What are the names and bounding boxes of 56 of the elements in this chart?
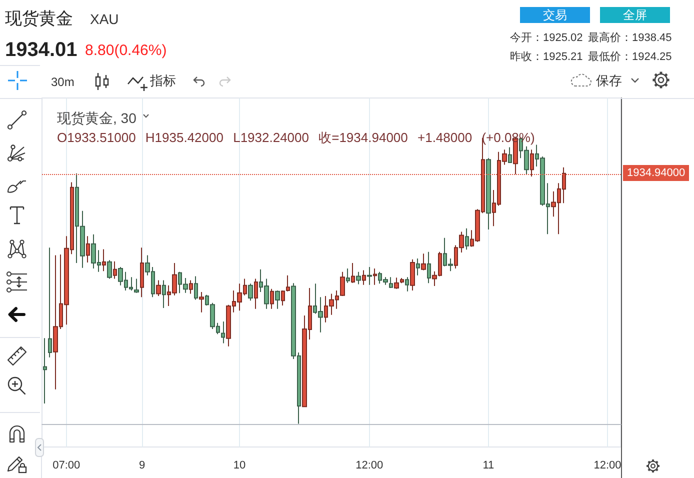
chart-subtitle: XAU (90, 11, 119, 27)
candlestick (270, 288, 274, 310)
x-tick-label: 11 (482, 460, 494, 472)
candlestick (389, 276, 393, 288)
candlestick (107, 260, 112, 280)
candlestick (43, 338, 47, 404)
x-tick-label: 12:00 (356, 460, 384, 472)
text: 最低价：1924.25 (588, 51, 672, 63)
text: 30m (51, 75, 74, 89)
text: 指标 (150, 73, 176, 88)
text: 1934.01 (5, 39, 78, 61)
x-tick-label: 9 (139, 460, 146, 472)
candlestick (346, 268, 350, 284)
candlestick (400, 277, 404, 284)
candlestick (140, 247, 144, 298)
button: 交易 (520, 7, 590, 23)
candlestick (189, 280, 193, 294)
candlestick (465, 228, 469, 250)
text: 现货黄金, 30 (57, 110, 136, 126)
candlestick (486, 158, 491, 230)
candlestick (410, 258, 415, 292)
candlestick (86, 236, 90, 263)
candlestick (275, 290, 280, 310)
chart-title: 现货黄金 (5, 9, 73, 28)
text: 今开：1925.02 (510, 32, 583, 44)
candlestick (199, 291, 204, 313)
candlestick (427, 251, 431, 284)
candlestick (362, 270, 366, 286)
candlestick (416, 258, 420, 276)
candlestick (162, 280, 166, 309)
candlestick (508, 146, 512, 163)
candlestick (351, 262, 355, 284)
text: 昨收：1925.21 (510, 51, 583, 63)
candlestick (367, 266, 372, 286)
candlestick (248, 283, 253, 302)
text: 保存 (596, 73, 622, 88)
candlestick (373, 268, 377, 286)
candlestick (134, 278, 139, 294)
candlestick (394, 277, 399, 290)
candlestick (48, 247, 52, 358)
text: 最高价：1938.45 (588, 32, 672, 44)
candlestick (113, 260, 117, 280)
candlestick (356, 271, 361, 285)
x-tick-label: 07:00 (52, 460, 80, 472)
button: 全屏 (600, 7, 670, 23)
candlestick (421, 253, 426, 271)
candlestick (405, 276, 409, 292)
candlestick (156, 280, 161, 296)
x-tick-label: 10 (233, 460, 246, 472)
candlestick (254, 278, 258, 310)
text: 1934.94000 (623, 165, 690, 182)
candlestick (102, 248, 106, 272)
text: 8.80(0.46%) (85, 42, 167, 59)
candlestick (194, 276, 198, 300)
annotation: O1933.51000 H1935.42000 L1932.24000 收=1934.94000 +1.48000 (+0.08%) (57, 130, 535, 145)
x-tick-label: 12:00 (594, 460, 622, 472)
